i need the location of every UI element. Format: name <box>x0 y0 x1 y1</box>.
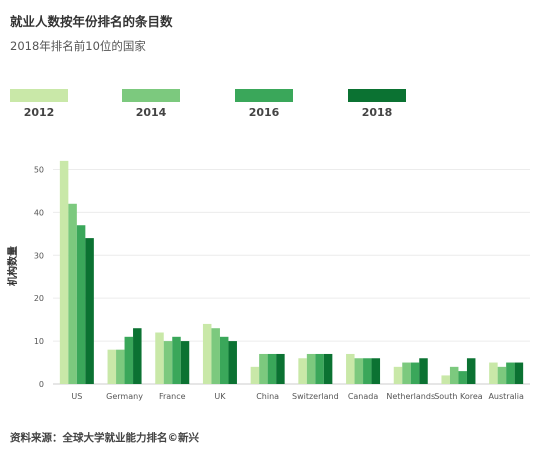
bar-south-korea-2016 <box>458 371 467 384</box>
legend-swatch-2012 <box>10 89 68 102</box>
legend-item-2016: 2016 <box>235 89 293 119</box>
bar-france-2018 <box>180 341 190 384</box>
source-note: 资料来源：全球大学就业能力排名©新兴 <box>10 432 199 444</box>
bar-canada-2014 <box>354 358 364 384</box>
x-tick-label-china: China <box>256 392 279 401</box>
legend-label-2014: 2014 <box>135 106 167 119</box>
legend-swatch-2018 <box>348 89 406 102</box>
legend-swatch-2016 <box>235 89 293 102</box>
bar-netherlands-2014 <box>402 362 411 384</box>
bar-australia-2018 <box>514 362 524 384</box>
legend-item-2014: 2014 <box>122 89 180 119</box>
bar-canada-2012 <box>346 353 355 384</box>
y-tick-label-50: 50 <box>34 165 44 174</box>
bar-netherlands-2012 <box>393 366 403 384</box>
bar-france-2016 <box>172 336 181 384</box>
bar-australia-2016 <box>506 362 515 384</box>
bar-uk-2012 <box>202 323 212 384</box>
bar-netherlands-2016 <box>410 362 420 384</box>
bar-australia-2012 <box>489 362 498 384</box>
bar-australia-2014 <box>497 366 507 384</box>
y-tick-label-40: 40 <box>34 208 44 217</box>
legend-label-2012: 2012 <box>23 106 55 119</box>
bar-switzerland-2014 <box>306 353 316 384</box>
chart-title: 就业人数按年份排名的条目数 <box>10 14 173 29</box>
x-tick-label-switzerland: Switzerland <box>292 392 339 401</box>
bar-uk-2014 <box>211 328 220 384</box>
bar-uk-2018 <box>228 341 237 384</box>
bar-uk-2016 <box>219 336 229 384</box>
bar-us-2014 <box>68 203 77 384</box>
bar-chart: 0 10 20 30 40 50 机构数量 US Germany France UK China Swi… <box>6 160 530 401</box>
bar-switzerland-2016 <box>315 353 324 384</box>
bar-south-korea-2014 <box>449 366 459 384</box>
bar-china-2018 <box>276 353 285 384</box>
bar-canada-2016 <box>363 358 372 384</box>
legend-swatch-2014 <box>122 89 180 102</box>
y-tick-label-0: 0 <box>39 380 44 389</box>
bar-us-2016 <box>76 225 86 384</box>
bar-france-2012 <box>155 332 164 384</box>
x-tick-label-south-korea: South Korea <box>434 392 483 401</box>
bar-south-korea-2012 <box>441 375 450 384</box>
y-tick-label-20: 20 <box>34 294 44 303</box>
x-tick-label-netherlands: Netherlands <box>386 392 435 401</box>
bar-south-korea-2018 <box>466 358 476 384</box>
bar-france-2014 <box>163 341 173 384</box>
legend-item-2012: 2012 <box>10 89 68 119</box>
bar-canada-2018 <box>371 358 381 384</box>
x-tick-label-australia: Australia <box>488 392 523 401</box>
bar-china-2016 <box>267 353 277 384</box>
y-tick-label-10: 10 <box>34 337 44 346</box>
bar-germany-2012 <box>107 349 117 384</box>
bar-china-2014 <box>259 353 268 384</box>
bar-switzerland-2018 <box>323 353 333 384</box>
bar-us-2018 <box>85 238 94 384</box>
bar-netherlands-2018 <box>419 358 428 384</box>
x-tick-label-germany: Germany <box>106 392 143 401</box>
bar-china-2012 <box>250 366 260 384</box>
y-tick-label-30: 30 <box>34 251 44 260</box>
legend-label-2016: 2016 <box>248 106 280 119</box>
x-tick-label-uk: UK <box>214 392 226 401</box>
legend-label-2018: 2018 <box>361 106 393 119</box>
x-tick-label-us: US <box>71 392 82 401</box>
chart-subtitle: 2018年排名前10位的国家 <box>10 39 146 53</box>
bar-switzerland-2012 <box>298 358 307 384</box>
legend-item-2018: 2018 <box>348 89 406 119</box>
y-axis-label: 机构数量 <box>6 246 19 286</box>
x-tick-label-france: France <box>159 392 186 401</box>
x-tick-label-canada: Canada <box>348 392 379 401</box>
bar-germany-2014 <box>116 349 125 384</box>
bar-germany-2016 <box>124 336 134 384</box>
bar-germany-2018 <box>133 328 142 384</box>
bar-us-2012 <box>59 160 69 384</box>
